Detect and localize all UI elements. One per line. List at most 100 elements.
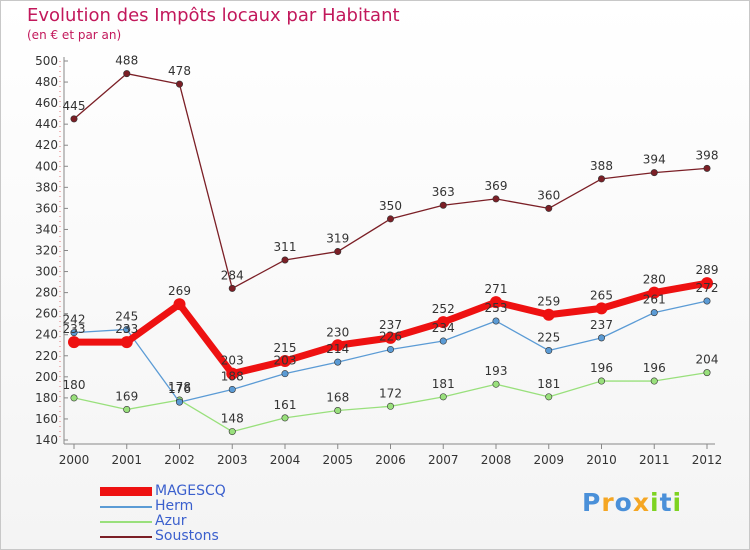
y-tick-label: 140 [35,433,58,447]
data-point-soustons [334,248,342,256]
x-tick-label: 2008 [481,453,512,467]
data-label: 226 [379,329,402,343]
y-tick-label: 160 [35,412,58,426]
data-point-soustons [650,169,658,177]
data-point-magescq [437,316,450,329]
data-point-magescq [120,336,133,349]
chart-subtitle: (en € et par an) [27,28,122,42]
logo-letter: x [632,488,650,517]
data-label: 369 [485,179,508,193]
y-tick-label: 400 [35,159,58,173]
logo-letter: r [601,488,615,517]
x-tick-label: 2003 [217,453,248,467]
y-tick-label: 200 [35,370,58,384]
data-point-herm [386,345,394,353]
chart-title: Evolution des Impôts locaux par Habitant [27,5,400,26]
series-line-soustons [73,72,708,290]
x-tick-label: 2004 [270,453,301,467]
data-label: 196 [643,361,666,375]
y-tick-label: 500 [35,54,58,68]
data-point-azur [334,407,342,415]
data-point-herm [334,358,342,366]
data-label: 172 [379,386,402,400]
data-label: 204 [696,353,719,367]
data-label: 253 [485,301,508,315]
data-label: 237 [379,318,402,332]
data-label: 196 [590,361,613,375]
data-label: 225 [537,331,560,345]
data-label: 272 [696,281,719,295]
data-point-herm [70,329,78,337]
data-label: 215 [274,341,297,355]
y-tick-label: 380 [35,180,58,194]
data-label: 169 [115,389,138,403]
data-point-azur [123,405,131,413]
legend-item-herm: Herm [100,499,226,514]
data-point-soustons [545,204,553,212]
data-label: 148 [221,412,244,426]
data-label: 252 [432,302,455,316]
data-label: 284 [221,268,244,282]
data-point-herm [176,398,184,406]
data-label: 181 [537,377,560,391]
data-point-azur [70,394,78,402]
legend-label: Herm [155,498,194,514]
data-point-magescq [173,298,186,311]
logo-letter: t [659,488,673,517]
x-tick-label: 2002 [164,453,195,467]
data-label: 233 [115,322,138,336]
data-point-magescq [279,355,291,368]
y-tick-label: 260 [35,307,58,321]
data-label: 237 [590,318,613,332]
data-label: 261 [643,293,666,307]
data-point-herm [492,317,500,325]
x-tick-label: 2009 [533,453,564,467]
data-point-herm [123,325,131,333]
data-point-magescq [226,367,239,380]
x-tick-label: 2006 [375,453,406,467]
data-point-magescq [490,296,502,309]
y-tick-label: 300 [35,265,58,279]
logo-letter: o [614,488,633,517]
data-label: 289 [696,263,719,277]
x-tick-label: 2000 [59,453,90,467]
data-label: 178 [168,380,191,394]
legend-swatch [100,520,152,523]
data-label: 188 [221,369,244,383]
x-tick-label: 2005 [322,453,353,467]
data-label: 214 [326,342,349,356]
data-point-azur [439,393,447,401]
legend-label: MAGESCQ [155,483,226,499]
y-tick-label: 420 [35,138,58,152]
x-tick-label: 2001 [111,453,142,467]
chart-legend: MAGESCQ Herm Azur Soustons [100,484,226,544]
data-point-azur [650,377,658,385]
data-label: 319 [326,232,349,246]
data-label: 180 [63,378,86,392]
x-tick-label: 2010 [586,453,617,467]
data-label: 181 [432,377,455,391]
data-point-magescq [68,336,80,349]
legend-swatch [100,487,152,496]
data-label: 161 [274,398,297,412]
legend-swatch [100,505,152,508]
data-point-soustons [439,201,447,209]
data-label: 271 [485,282,508,296]
y-tick-label: 480 [35,75,58,89]
x-tick-label: 2007 [428,453,459,467]
data-label: 233 [63,322,86,336]
x-tick-label: 2011 [639,453,670,467]
data-point-magescq [701,277,713,290]
logo-letter: i [672,488,683,517]
data-point-herm [545,347,553,355]
data-point-azur [703,369,711,377]
legend-item-azur: Azur [100,514,226,529]
legend-item-soustons: Soustons [100,529,226,544]
data-label: 203 [274,354,297,368]
data-point-herm [703,297,711,305]
y-tick-label: 340 [35,222,58,236]
data-point-soustons [597,175,605,183]
data-point-herm [439,337,447,345]
data-label: 360 [537,188,560,202]
data-label: 350 [379,199,402,213]
